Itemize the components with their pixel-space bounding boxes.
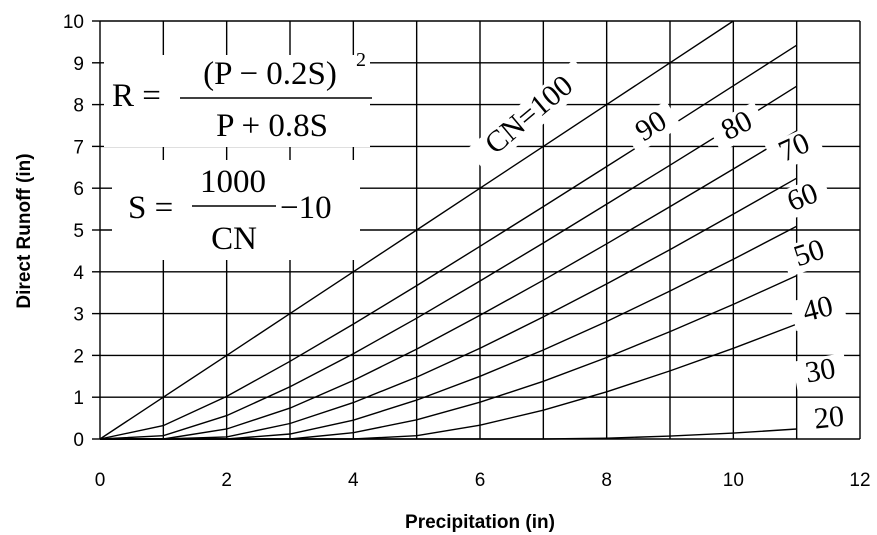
y-tick-label: 3 bbox=[73, 305, 84, 326]
curve-line bbox=[100, 177, 798, 440]
curves bbox=[99, 20, 798, 440]
x-axis-label: Precipitation (in) bbox=[405, 512, 555, 533]
curve-label-group: 20 bbox=[801, 400, 857, 437]
y-tick-label: 10 bbox=[63, 12, 84, 33]
curve-label-background bbox=[764, 124, 825, 173]
curve-label-group: 80 bbox=[707, 101, 768, 153]
curve-label-group: 30 bbox=[792, 352, 849, 392]
curve-line bbox=[100, 130, 798, 440]
equation-runoff: R = (P − 0.2S) 2 P + 0.8S bbox=[104, 49, 372, 147]
curve-line bbox=[99, 85, 798, 440]
y-tick-label: 2 bbox=[73, 346, 84, 367]
x-tick-label: 4 bbox=[348, 470, 359, 491]
curve-label-background bbox=[707, 101, 768, 153]
equation-storage-background bbox=[112, 160, 360, 260]
y-tick-label: 6 bbox=[73, 179, 84, 200]
y-tick-label: 0 bbox=[73, 430, 84, 451]
curve-label-background bbox=[780, 232, 839, 277]
equation-storage-tail: −10 bbox=[280, 190, 332, 226]
curve-label-background bbox=[773, 174, 833, 223]
equation-runoff-denominator: P + 0.8S bbox=[216, 108, 328, 144]
equation-storage-numerator: 1000 bbox=[200, 164, 266, 200]
equation-runoff-background bbox=[104, 55, 370, 147]
curve-line bbox=[100, 428, 797, 440]
x-tick-label: 0 bbox=[95, 470, 106, 491]
curve-label: 30 bbox=[803, 352, 838, 390]
x-tick-label: 10 bbox=[723, 470, 744, 491]
curve-line bbox=[100, 323, 797, 440]
y-tick-label: 8 bbox=[73, 96, 84, 117]
x-tick-label: 6 bbox=[475, 470, 486, 491]
equation-storage-lhs: S = bbox=[128, 190, 173, 226]
equation-runoff-numerator: (P − 0.2S) bbox=[203, 56, 337, 92]
curve-label: 20 bbox=[812, 400, 845, 436]
x-tick-label: 8 bbox=[601, 470, 612, 491]
curve-label-background bbox=[466, 59, 594, 173]
curve-line bbox=[99, 44, 798, 440]
y-tick-label: 9 bbox=[73, 54, 84, 75]
x-tick-label: 12 bbox=[849, 470, 870, 491]
y-tick-label: 4 bbox=[73, 263, 84, 284]
curve-label-group: 70 bbox=[764, 124, 825, 173]
curve-label-group: 90 bbox=[621, 100, 682, 154]
curve-label-background bbox=[621, 100, 682, 154]
curve-label-group: 60 bbox=[773, 174, 833, 223]
curve-label-group: CN=100 bbox=[466, 59, 594, 173]
curve-label-group: 40 bbox=[789, 289, 847, 332]
equation-storage-denominator: CN bbox=[211, 221, 257, 257]
y-tick-label: 7 bbox=[73, 137, 84, 158]
curve-label-group: 50 bbox=[780, 232, 839, 277]
curve-label-background bbox=[792, 352, 849, 392]
curve-label-background bbox=[801, 401, 857, 437]
equation-runoff-exponent: 2 bbox=[356, 49, 366, 71]
curve-line bbox=[99, 20, 734, 440]
equation-storage: S = 1000 CN −10 bbox=[112, 160, 360, 260]
y-tick-label: 1 bbox=[73, 388, 84, 409]
y-tick-label: 5 bbox=[73, 221, 84, 242]
x-tick-label: 2 bbox=[221, 470, 232, 491]
y-axis-label: Direct Runoff (in) bbox=[14, 153, 35, 308]
equation-runoff-lhs: R = bbox=[112, 78, 161, 114]
curve-label-background bbox=[789, 289, 847, 332]
